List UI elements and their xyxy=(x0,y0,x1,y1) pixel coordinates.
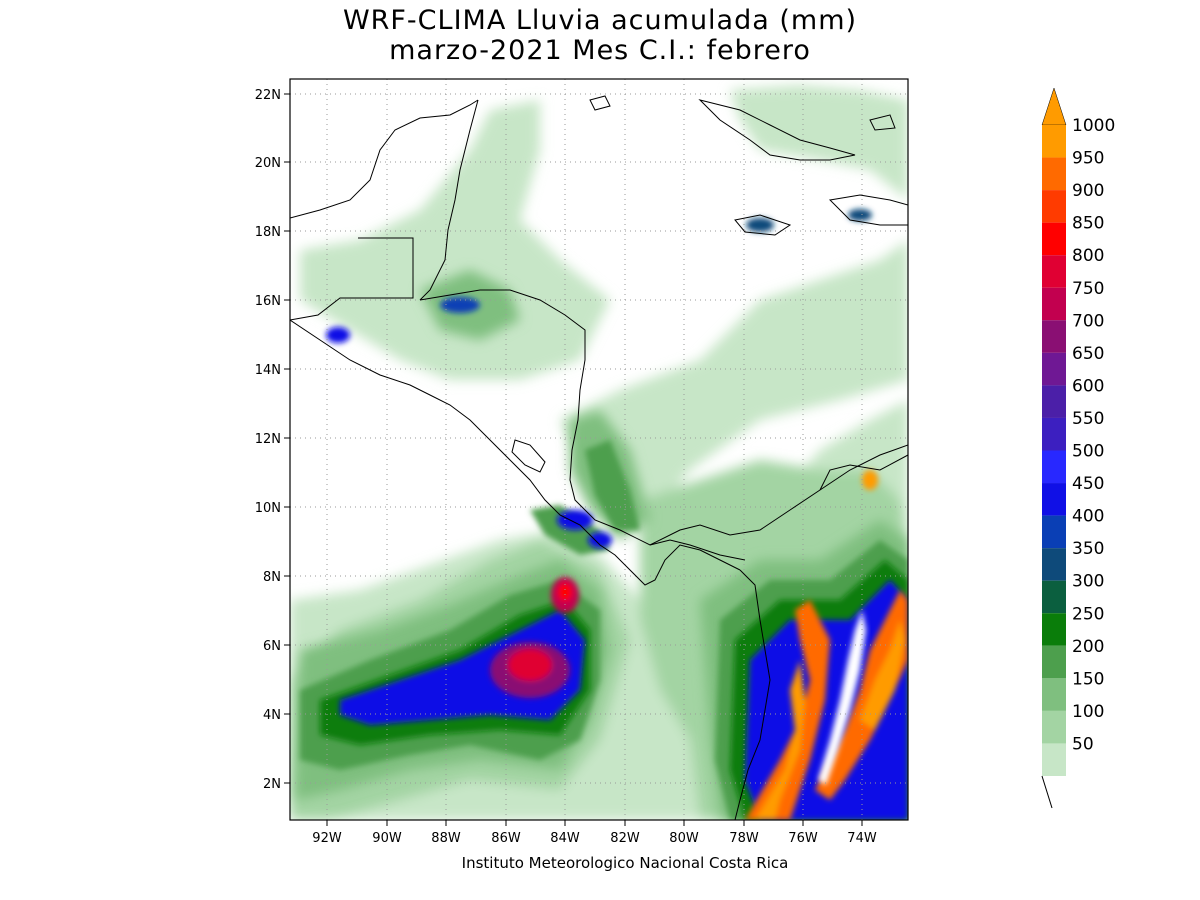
colorbar-swatch xyxy=(1042,580,1066,614)
colorbar-label: 50 xyxy=(1072,734,1094,754)
map-title-line1: WRF-CLIMA Lluvia acumulada (mm) xyxy=(342,5,858,36)
colorbar-label: 800 xyxy=(1072,246,1104,266)
lon-label: 76W xyxy=(788,831,818,846)
colorbar-swatch xyxy=(1042,190,1066,223)
colorbar-label: 750 xyxy=(1072,279,1104,299)
lon-label: 74W xyxy=(847,831,877,846)
colorbar-swatch xyxy=(1042,645,1066,679)
lat-label: 10N xyxy=(255,501,281,516)
colorbar-swatches xyxy=(1042,125,1066,776)
colorbar-label: 100 xyxy=(1072,702,1104,722)
colorbar-swatch xyxy=(1042,417,1066,451)
colorbar-label: 350 xyxy=(1072,539,1104,559)
lat-labels: 2N 4N 6N 8N 10N 12N 14N 16N 18N 20N 22N xyxy=(255,88,281,792)
tick-marks xyxy=(284,93,863,826)
colorbar-swatch xyxy=(1042,287,1066,321)
colorbar-label: 400 xyxy=(1072,507,1104,527)
colorbar-swatch xyxy=(1042,483,1066,516)
lat-label: 8N xyxy=(263,570,281,585)
colorbar-label: 950 xyxy=(1072,149,1104,169)
colorbar-label: 700 xyxy=(1072,311,1104,331)
colorbar-swatch xyxy=(1042,352,1066,386)
colorbar-swatch xyxy=(1042,385,1066,418)
colorbar-label: 650 xyxy=(1072,344,1104,364)
lat-label: 2N xyxy=(263,777,281,792)
colorbar-lower-tail xyxy=(1041,775,1053,809)
colorbar-labels: 1000 950 900 850 800 750 700 650 600 550 500 450 400… xyxy=(1072,116,1115,754)
colorbar-label: 250 xyxy=(1072,604,1104,624)
lat-label: 16N xyxy=(255,294,281,309)
map-title-line2: marzo-2021 Mes C.I.: febrero xyxy=(389,35,811,66)
lon-label: 78W xyxy=(729,831,759,846)
colorbar-label: 1000 xyxy=(1072,116,1115,136)
lon-label: 86W xyxy=(491,831,521,846)
colorbar: 1000 950 900 850 800 750 700 650 600 550 500 450 400… xyxy=(1041,87,1115,809)
colorbar-label: 200 xyxy=(1072,637,1104,657)
lat-label: 6N xyxy=(263,639,281,654)
colorbar-swatch xyxy=(1042,125,1066,158)
colorbar-label: 300 xyxy=(1072,572,1104,592)
colorbar-label: 150 xyxy=(1072,669,1104,689)
lat-label: 20N xyxy=(255,156,281,171)
colorbar-swatch xyxy=(1042,678,1066,711)
lat-label: 4N xyxy=(263,708,281,723)
credit-text: Instituto Meteorologico Nacional Costa R… xyxy=(461,854,789,872)
colorbar-extend-arrow xyxy=(1041,87,1067,126)
colorbar-swatch xyxy=(1042,450,1066,484)
colorbar-label: 500 xyxy=(1072,442,1104,462)
colorbar-label: 850 xyxy=(1072,214,1104,234)
lon-label: 90W xyxy=(372,831,402,846)
lat-label: 14N xyxy=(255,363,281,378)
lon-label: 82W xyxy=(610,831,640,846)
colorbar-swatch xyxy=(1042,710,1066,744)
rainfall-field xyxy=(290,85,908,820)
lon-label: 92W xyxy=(312,831,342,846)
colorbar-label: 600 xyxy=(1072,376,1104,396)
colorbar-label: 450 xyxy=(1072,474,1104,494)
colorbar-label: 900 xyxy=(1072,181,1104,201)
lat-label: 12N xyxy=(255,432,281,447)
graticule xyxy=(290,79,908,820)
colorbar-swatch xyxy=(1042,320,1066,353)
colorbar-swatch xyxy=(1042,548,1066,581)
lat-label: 22N xyxy=(255,88,281,103)
colorbar-swatch xyxy=(1042,157,1066,191)
lat-label: 18N xyxy=(255,225,281,240)
lon-label: 88W xyxy=(431,831,461,846)
colorbar-swatch xyxy=(1042,515,1066,549)
lon-label: 80W xyxy=(669,831,699,846)
colorbar-swatch xyxy=(1042,255,1066,288)
lon-labels: 92W 90W 88W 86W 84W 82W 80W 78W 76W 74W xyxy=(312,831,877,846)
colorbar-label: 550 xyxy=(1072,409,1104,429)
coastlines xyxy=(290,95,908,820)
lon-label: 84W xyxy=(550,831,580,846)
colorbar-swatch xyxy=(1042,613,1066,646)
colorbar-swatch xyxy=(1042,743,1066,776)
map-frame xyxy=(289,78,909,821)
colorbar-swatch xyxy=(1042,222,1066,256)
